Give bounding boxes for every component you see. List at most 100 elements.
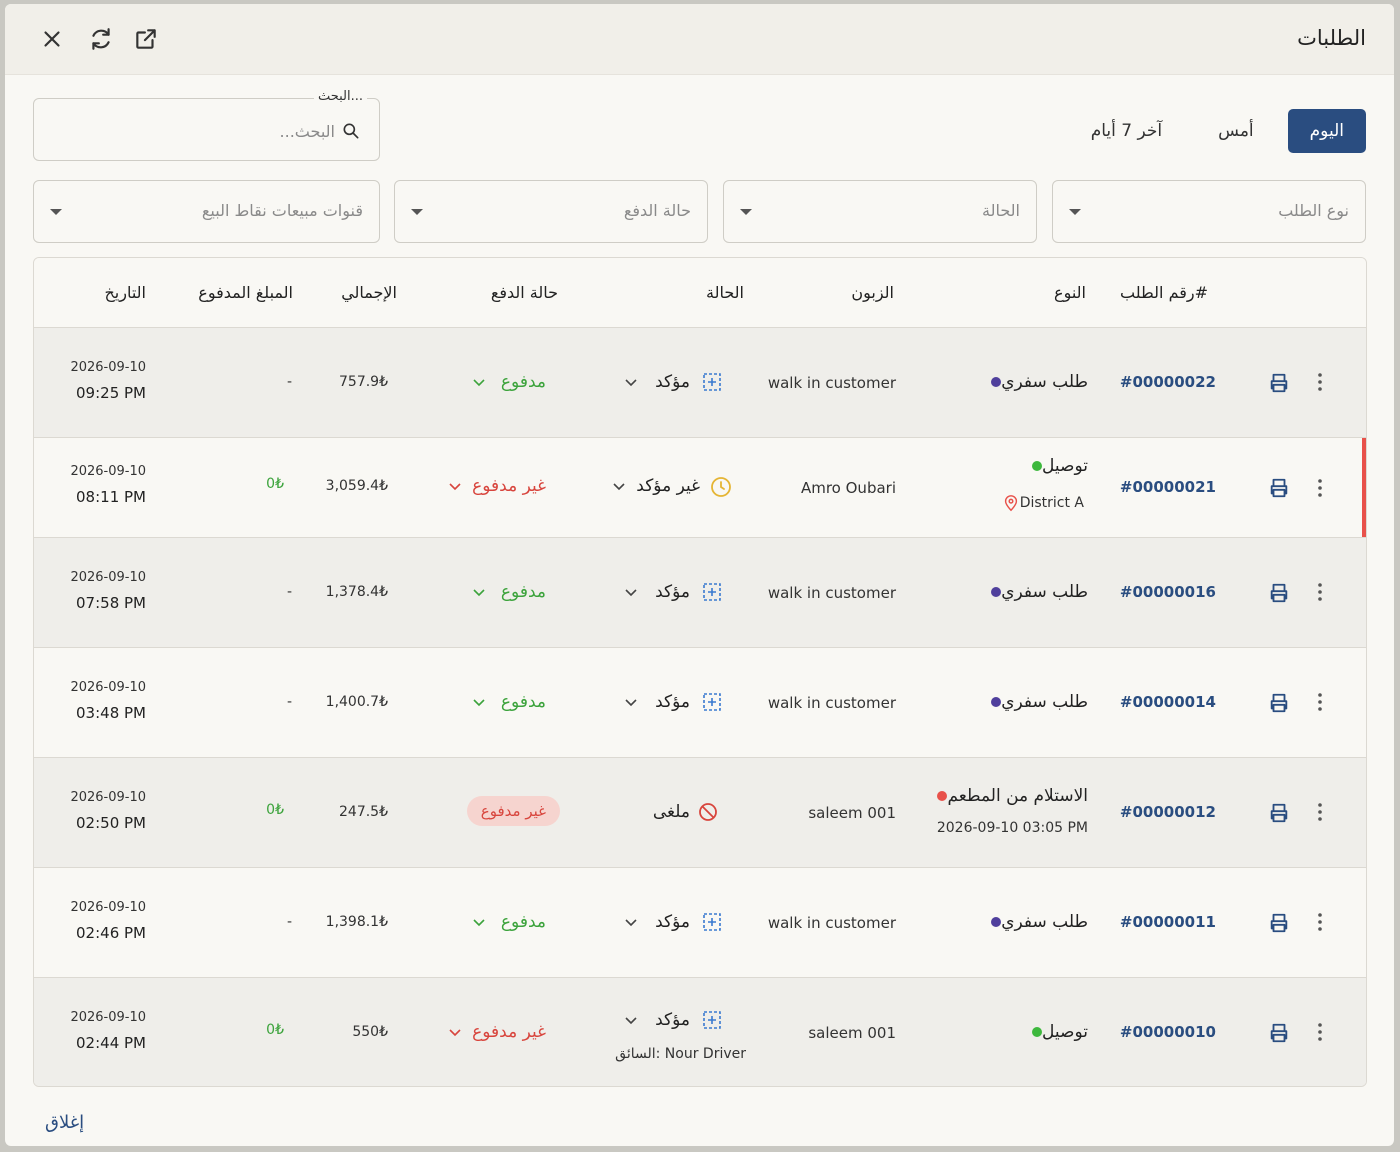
order-type-label: توصيل xyxy=(1042,1022,1088,1042)
caret-down-icon xyxy=(50,209,62,215)
caret-down-icon xyxy=(411,209,423,215)
order-number[interactable]: #00000010 xyxy=(1119,1023,1216,1041)
customer-name: Amro Oubari xyxy=(800,479,896,497)
order-number[interactable]: #00000011 xyxy=(1119,913,1216,931)
order-total: 1,398.1₺ xyxy=(325,914,388,930)
order-status: غير مؤكد xyxy=(636,476,700,496)
order-type: طلب سفري xyxy=(985,912,1088,932)
type-dot xyxy=(991,697,1002,707)
paid-amount: 0₺ xyxy=(266,476,284,492)
order-number[interactable]: #00000021 xyxy=(1119,478,1216,496)
payment-status[interactable]: غير مدفوع xyxy=(472,476,546,496)
chevron-down-icon[interactable] xyxy=(624,586,638,600)
type-dot xyxy=(937,791,948,801)
tab-last-7-days[interactable]: آخر 7 أيام xyxy=(1090,121,1163,141)
search-input[interactable] xyxy=(83,117,363,145)
more-icon[interactable] xyxy=(1310,1022,1330,1046)
order-time: 03:48 PM xyxy=(76,704,146,722)
order-status: ملغى xyxy=(652,802,690,822)
pos-channels-filter[interactable]: قنوات مبيعات نقاط البيع xyxy=(33,180,380,243)
paid-amount: - xyxy=(286,914,292,930)
table-row[interactable]: #00000014 طلب سفري walk in customer مؤكد… xyxy=(34,648,1366,758)
more-icon[interactable] xyxy=(1310,802,1330,826)
print-icon[interactable] xyxy=(1268,692,1290,718)
print-icon[interactable] xyxy=(1268,912,1290,938)
order-type-filter[interactable]: نوع الطلب xyxy=(1052,180,1366,243)
table-row[interactable]: #00000022 طلب سفري walk in customer مؤكد… xyxy=(34,328,1366,438)
type-dot xyxy=(1032,1027,1043,1037)
order-date: 2026-09-10 xyxy=(70,900,146,915)
more-icon[interactable] xyxy=(1310,582,1330,606)
print-icon[interactable] xyxy=(1268,802,1290,828)
table-row[interactable]: #00000016 طلب سفري walk in customer مؤكد… xyxy=(34,538,1366,648)
chevron-down-icon[interactable] xyxy=(472,916,486,930)
payment-status[interactable]: غير مدفوع xyxy=(472,1022,546,1042)
driver-label: السائق: Nour Driver xyxy=(615,1046,746,1062)
more-icon[interactable] xyxy=(1310,912,1330,936)
order-number[interactable]: #00000014 xyxy=(1119,693,1216,711)
order-time: 09:25 PM xyxy=(76,384,146,402)
table-row[interactable]: #00000021 توصيل District A Amro Oubari غ… xyxy=(34,438,1366,538)
chevron-down-icon[interactable] xyxy=(448,1026,462,1040)
chevron-down-icon[interactable] xyxy=(448,480,462,494)
table-row[interactable]: #00000012 الاستلام من المطعم 2026-09-10 … xyxy=(34,758,1366,868)
order-type-label: طلب سفري xyxy=(1001,692,1088,712)
order-date: 2026-09-10 xyxy=(70,680,146,695)
order-number[interactable]: #00000022 xyxy=(1119,373,1216,391)
close-icon[interactable] xyxy=(39,26,65,52)
type-dot xyxy=(991,377,1002,387)
confirmed-icon xyxy=(702,1010,722,1034)
chevron-down-icon[interactable] xyxy=(472,586,486,600)
order-number[interactable]: #00000016 xyxy=(1119,583,1216,601)
chevron-down-icon[interactable] xyxy=(624,1014,638,1028)
more-icon[interactable] xyxy=(1310,478,1330,502)
filter-label: قنوات مبيعات نقاط البيع xyxy=(201,201,363,220)
customer-name: walk in customer xyxy=(767,694,896,712)
order-total: 1,378.4₺ xyxy=(325,584,388,600)
orders-modal: الطلبات اليوم أمس آخر 7 أيام البحث... نو… xyxy=(5,4,1394,1146)
tab-today[interactable]: اليوم xyxy=(1287,109,1366,153)
delivery-area-label: District A xyxy=(1019,495,1084,511)
order-number[interactable]: #00000012 xyxy=(1119,803,1216,821)
pickup-time: 2026-09-10 03:05 PM xyxy=(936,820,1088,836)
chevron-down-icon[interactable] xyxy=(624,376,638,390)
refresh-icon[interactable] xyxy=(88,26,114,52)
payment-status[interactable]: مدفوع xyxy=(500,692,546,712)
tab-yesterday[interactable]: أمس xyxy=(1218,121,1254,141)
caret-down-icon xyxy=(740,209,752,215)
confirmed-icon xyxy=(702,692,722,716)
close-button[interactable]: إغلاق xyxy=(45,1112,85,1133)
chevron-down-icon[interactable] xyxy=(472,376,486,390)
order-date: 2026-09-10 xyxy=(70,464,146,479)
payment-status[interactable]: مدفوع xyxy=(500,582,546,602)
payment-status[interactable]: مدفوع xyxy=(500,912,546,932)
customer-name: saleem 001 xyxy=(808,804,896,822)
order-total: 1,400.7₺ xyxy=(325,694,388,710)
confirmed-icon xyxy=(702,582,722,606)
order-type: طلب سفري xyxy=(985,692,1088,712)
payment-status-badge: غير مدفوع xyxy=(466,796,560,826)
chevron-down-icon[interactable] xyxy=(624,696,638,710)
status-filter[interactable]: الحالة xyxy=(723,180,1037,243)
filter-label: نوع الطلب xyxy=(1278,201,1349,220)
chevron-down-icon[interactable] xyxy=(472,696,486,710)
print-icon[interactable] xyxy=(1268,1022,1290,1048)
more-icon[interactable] xyxy=(1310,692,1330,716)
open-external-icon[interactable] xyxy=(133,26,159,52)
print-icon[interactable] xyxy=(1268,477,1290,503)
more-icon[interactable] xyxy=(1310,372,1330,396)
print-icon[interactable] xyxy=(1268,372,1290,398)
chevron-down-icon[interactable] xyxy=(624,916,638,930)
customer-name: saleem 001 xyxy=(808,1024,896,1042)
paid-amount: 0₺ xyxy=(266,1022,284,1038)
payment-status[interactable]: مدفوع xyxy=(500,372,546,392)
payment-status-filter[interactable]: حالة الدفع xyxy=(394,180,708,243)
paid-amount: 0₺ xyxy=(266,802,284,818)
caret-down-icon xyxy=(1069,209,1081,215)
print-icon[interactable] xyxy=(1268,582,1290,608)
table-row[interactable]: #00000011 طلب سفري walk in customer مؤكد… xyxy=(34,868,1366,978)
order-status: مؤكد xyxy=(655,692,690,712)
chevron-down-icon[interactable] xyxy=(612,480,626,494)
order-time: 02:46 PM xyxy=(76,924,146,942)
table-row[interactable]: #00000010 توصيل saleem 001 مؤكد السائق: … xyxy=(34,978,1366,1086)
